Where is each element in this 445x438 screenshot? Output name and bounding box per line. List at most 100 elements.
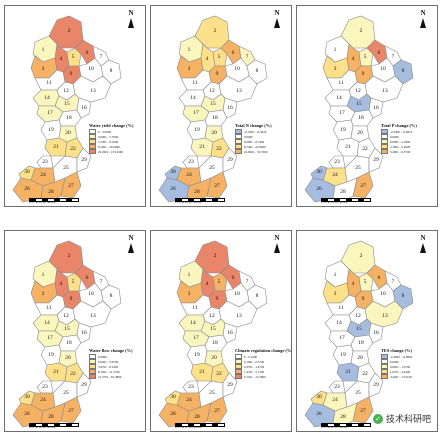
region-label-1: 1 [334, 47, 337, 53]
region-label-13: 13 [236, 88, 242, 94]
region-label-2: 2 [214, 253, 217, 259]
legend-label: 0.0001 - 2.1800 [390, 139, 411, 144]
legend-label: 0 - 0.1000 [244, 354, 258, 359]
wechat-icon: ✓ [372, 413, 383, 424]
legend-label: 0.0001 - 1.0700 [390, 364, 411, 369]
legend-label: 21.2701 - 81.4800 [98, 374, 122, 379]
legend-swatch [381, 144, 388, 149]
scale-label: 0 15 30 60 90 120 km [175, 200, 202, 204]
scale-label: 0 15 30 60 90 120 km [321, 425, 348, 429]
legend-swatch [235, 134, 242, 139]
region-label-10: 10 [88, 291, 94, 297]
region-label-20: 20 [65, 355, 71, 361]
legend-label: 0.0000 [244, 134, 253, 139]
region-label-22: 22 [70, 146, 76, 152]
region-label-1: 1 [42, 47, 45, 53]
region-28 [40, 402, 66, 428]
region-label-9: 9 [362, 296, 365, 302]
region-label-24: 24 [40, 172, 46, 178]
legend-item: 8.7401 - 22.0600 [235, 144, 291, 149]
region-label-8: 8 [256, 68, 259, 74]
region-label-11: 11 [192, 305, 198, 311]
region-label-17: 17 [193, 110, 199, 116]
region-30 [18, 165, 36, 181]
region-label-28: 28 [48, 189, 54, 195]
region-label-2: 2 [214, 28, 217, 34]
legend-swatch [381, 364, 388, 369]
north-arrow-icon: N [417, 10, 429, 28]
region-label-9: 9 [216, 296, 219, 302]
legend-label: -2.2400 - -0.0912 [390, 129, 413, 134]
region-label-24: 24 [186, 172, 192, 178]
region-label-17: 17 [47, 335, 53, 341]
legend-item: 0.0000 [381, 359, 437, 364]
legend-label: -0.3600 - -0.0800 [390, 354, 413, 359]
region-label-8: 8 [256, 293, 259, 299]
legend-label: 22.0601 - 33.7200 [244, 149, 268, 154]
region-label-23: 23 [334, 384, 340, 390]
region-label-2: 2 [360, 28, 363, 34]
legend-label: -0.7200 - -0.3026 [244, 129, 267, 134]
region-label-4: 4 [352, 281, 355, 287]
region-label-3: 3 [334, 66, 337, 72]
legend-title: Water flow change (%) [89, 348, 133, 353]
region-label-7: 7 [246, 279, 249, 285]
region-29 [76, 372, 92, 398]
region-label-19: 19 [194, 352, 200, 358]
legend-swatch [89, 129, 96, 134]
region-label-15: 15 [356, 101, 362, 107]
region-5 [212, 47, 228, 67]
region-label-20: 20 [357, 130, 363, 136]
region-30 [164, 390, 182, 406]
legend-label: 2.1801 - 5.2000 [390, 144, 411, 149]
region-label-11: 11 [338, 305, 344, 311]
region-label-28: 28 [340, 189, 346, 195]
region-29 [76, 147, 92, 173]
region-29 [368, 147, 384, 173]
region-label-10: 10 [380, 291, 386, 297]
region-label-11: 11 [338, 80, 344, 86]
region-label-6: 6 [86, 275, 89, 281]
region-label-23: 23 [188, 384, 194, 390]
legend-swatch [89, 149, 96, 154]
legend-item: 3.9701 - 8.1900 [89, 364, 145, 369]
region-30 [310, 165, 328, 181]
region-label-29: 29 [373, 382, 379, 388]
north-arrow-icon: N [125, 235, 137, 253]
legend-item: 0.0000 [381, 134, 437, 139]
region-label-19: 19 [340, 352, 346, 358]
legend-label: 8.7401 - 22.0600 [244, 144, 266, 149]
region-label-7: 7 [392, 54, 395, 60]
legend-label: 0.0000 [98, 354, 107, 359]
region-label-25: 25 [355, 165, 361, 171]
region-label-20: 20 [211, 355, 217, 361]
region-label-26: 26 [316, 186, 322, 192]
region-label-25: 25 [209, 390, 215, 396]
region-label-27: 27 [68, 183, 74, 189]
region-label-14: 14 [336, 320, 342, 326]
scale-bar: 0 15 30 60 90 120 km [29, 423, 79, 429]
region-label-6: 6 [232, 50, 235, 56]
legend-label: 20.2601 - 155.4300 [98, 149, 123, 154]
north-label: N [274, 9, 280, 17]
region-label-24: 24 [40, 397, 46, 403]
region-label-25: 25 [63, 165, 69, 171]
legend-title: Total N change (%) [235, 123, 272, 128]
region-label-8: 8 [402, 293, 405, 299]
region-label-12: 12 [63, 88, 69, 94]
region-label-3: 3 [188, 66, 191, 72]
region-29 [222, 147, 238, 173]
north-label: N [128, 9, 134, 17]
north-label: N [274, 234, 280, 242]
legend-swatch [235, 149, 242, 154]
region-label-19: 19 [48, 352, 54, 358]
north-label: N [128, 234, 134, 242]
region-label-8: 8 [110, 68, 113, 74]
region-label-16: 16 [81, 105, 87, 111]
region-label-11: 11 [46, 305, 52, 311]
north-label: N [420, 234, 426, 242]
region-label-21: 21 [345, 369, 351, 375]
region-label-13: 13 [382, 88, 388, 94]
